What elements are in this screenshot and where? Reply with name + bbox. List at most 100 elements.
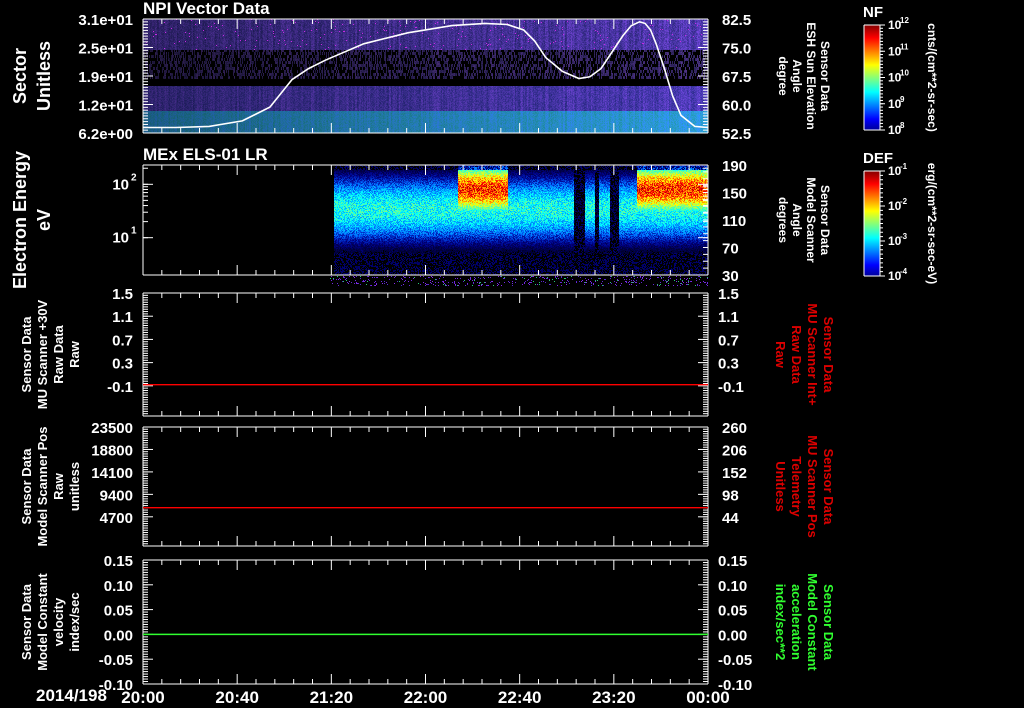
svg-text:0.05: 0.05 xyxy=(718,603,747,620)
svg-text:18800: 18800 xyxy=(91,442,133,459)
svg-text:-1: -1 xyxy=(900,162,908,171)
svg-text:NF: NF xyxy=(863,4,883,21)
svg-text:30: 30 xyxy=(722,268,739,285)
svg-text:Sensor Data: Sensor Data xyxy=(818,41,832,111)
svg-text:0.10: 0.10 xyxy=(718,578,747,595)
svg-text:2014/198: 2014/198 xyxy=(36,686,107,705)
svg-text:206: 206 xyxy=(722,442,747,459)
svg-text:0.7: 0.7 xyxy=(718,332,739,349)
svg-text:1.1: 1.1 xyxy=(112,309,133,326)
svg-text:1.5: 1.5 xyxy=(718,286,739,303)
svg-text:Raw: Raw xyxy=(51,472,66,500)
svg-text:Sensor Data: Sensor Data xyxy=(821,449,836,526)
svg-text:Sensor Data: Sensor Data xyxy=(818,185,832,255)
svg-text:44: 44 xyxy=(722,510,739,527)
svg-text:190: 190 xyxy=(722,158,747,175)
svg-text:0.10: 0.10 xyxy=(104,578,133,595)
svg-text:Angle: Angle xyxy=(790,203,804,237)
svg-text:1.1: 1.1 xyxy=(718,309,739,326)
svg-text:erg/(cm**2-sr-sec-eV): erg/(cm**2-sr-sec-eV) xyxy=(925,163,939,284)
svg-text:23500: 23500 xyxy=(91,420,133,437)
svg-text:Sensor Data: Sensor Data xyxy=(821,584,836,661)
svg-text:60.0: 60.0 xyxy=(722,98,751,115)
svg-text:Model Scanner: Model Scanner xyxy=(804,177,818,263)
svg-text:Sensor Data: Sensor Data xyxy=(19,316,34,393)
svg-text:1.2e+01: 1.2e+01 xyxy=(78,98,133,115)
svg-text:2: 2 xyxy=(131,172,137,183)
svg-text:9400: 9400 xyxy=(100,487,133,504)
svg-text:70: 70 xyxy=(722,241,739,258)
svg-text:12: 12 xyxy=(900,16,909,25)
svg-text:-0.10: -0.10 xyxy=(718,677,752,694)
svg-text:Raw: Raw xyxy=(773,341,788,369)
svg-text:Raw Data: Raw Data xyxy=(789,325,804,384)
svg-text:-0.05: -0.05 xyxy=(718,652,752,669)
svg-text:23:20: 23:20 xyxy=(592,688,635,707)
svg-text:2.5e+01: 2.5e+01 xyxy=(78,41,133,58)
svg-text:0.3: 0.3 xyxy=(718,356,739,373)
svg-text:Sensor Data: Sensor Data xyxy=(19,448,34,525)
svg-text:Raw: Raw xyxy=(67,340,82,368)
svg-text:1.9e+01: 1.9e+01 xyxy=(78,69,133,86)
svg-text:velocity: velocity xyxy=(51,597,66,646)
svg-text:-3: -3 xyxy=(900,232,908,241)
svg-text:Raw Data: Raw Data xyxy=(51,324,66,383)
svg-text:eV: eV xyxy=(34,209,54,231)
svg-text:10: 10 xyxy=(112,230,129,247)
svg-text:Unitless: Unitless xyxy=(773,461,788,512)
svg-text:Telemetry: Telemetry xyxy=(789,456,804,517)
svg-text:Sensor Data: Sensor Data xyxy=(19,583,34,660)
svg-text:-0.05: -0.05 xyxy=(99,652,133,669)
svg-text:Model Scanner Pos: Model Scanner Pos xyxy=(35,427,50,547)
svg-text:0.00: 0.00 xyxy=(718,627,747,644)
svg-text:-0.1: -0.1 xyxy=(107,379,133,396)
svg-text:-4: -4 xyxy=(900,267,908,276)
svg-text:152: 152 xyxy=(722,465,747,482)
svg-text:NPI Vector Data: NPI Vector Data xyxy=(143,0,270,18)
svg-text:10: 10 xyxy=(900,69,909,78)
svg-text:Sensor Data: Sensor Data xyxy=(821,317,836,394)
svg-text:Sector: Sector xyxy=(10,48,30,104)
svg-text:degrees: degrees xyxy=(776,197,790,243)
svg-text:1.5: 1.5 xyxy=(112,286,133,303)
svg-text:Angle: Angle xyxy=(790,59,804,93)
svg-text:index/sec: index/sec xyxy=(67,592,82,651)
svg-text:Model Constant: Model Constant xyxy=(805,573,820,671)
svg-text:75.0: 75.0 xyxy=(722,41,751,58)
svg-text:-2: -2 xyxy=(900,197,908,206)
svg-text:260: 260 xyxy=(722,420,747,437)
svg-text:MU Scanner Pos: MU Scanner Pos xyxy=(805,435,820,538)
svg-text:-0.1: -0.1 xyxy=(718,379,744,396)
svg-text:acceleration: acceleration xyxy=(789,584,804,660)
svg-text:1: 1 xyxy=(131,226,137,237)
svg-text:10: 10 xyxy=(112,176,129,193)
svg-text:degree: degree xyxy=(776,56,790,96)
svg-text:82.5: 82.5 xyxy=(722,12,751,29)
svg-text:6.2e+00: 6.2e+00 xyxy=(78,126,133,143)
svg-text:cnts/(cm**2-sr-sec): cnts/(cm**2-sr-sec) xyxy=(925,23,939,132)
svg-text:20:40: 20:40 xyxy=(215,688,258,707)
svg-text:8: 8 xyxy=(900,121,905,130)
svg-text:ESH Sun Elevation: ESH Sun Elevation xyxy=(804,22,818,129)
svg-text:0.15: 0.15 xyxy=(718,553,747,570)
svg-text:52.5: 52.5 xyxy=(722,126,751,143)
svg-text:67.5: 67.5 xyxy=(722,69,751,86)
svg-text:index/sec**2: index/sec**2 xyxy=(773,584,788,661)
svg-text:9: 9 xyxy=(900,95,905,104)
svg-text:Electron Energy: Electron Energy xyxy=(10,151,30,289)
svg-text:0.3: 0.3 xyxy=(112,356,133,373)
svg-text:22:00: 22:00 xyxy=(404,688,447,707)
svg-text:0.05: 0.05 xyxy=(104,603,133,620)
svg-text:110: 110 xyxy=(722,213,746,230)
svg-text:unitless: unitless xyxy=(67,462,82,511)
svg-text:0.15: 0.15 xyxy=(104,553,133,570)
svg-text:MEx ELS-01 LR: MEx ELS-01 LR xyxy=(143,145,268,164)
svg-text:14100: 14100 xyxy=(91,465,133,482)
svg-text:0.7: 0.7 xyxy=(112,332,133,349)
svg-text:4700: 4700 xyxy=(100,510,133,527)
svg-text:22:40: 22:40 xyxy=(498,688,541,707)
svg-text:150: 150 xyxy=(722,186,747,203)
svg-text:MU Scanner +30V: MU Scanner +30V xyxy=(35,299,50,409)
svg-text:11: 11 xyxy=(900,42,909,51)
svg-text:Model Constant: Model Constant xyxy=(35,573,50,671)
